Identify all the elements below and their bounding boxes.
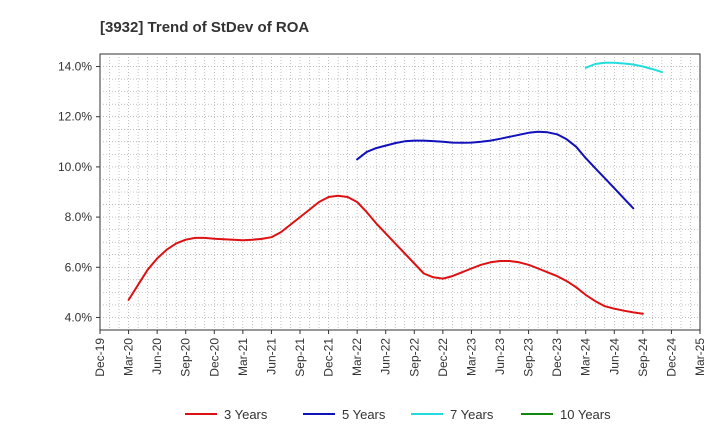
x-tick-label: Jun-24 bbox=[607, 338, 621, 375]
x-tick-label: Sep-24 bbox=[636, 338, 650, 377]
y-tick-label: 6.0% bbox=[65, 260, 93, 274]
x-tick-label: Dec-22 bbox=[436, 338, 450, 377]
legend: 3 Years 5 Years 7 Years 10 Years bbox=[185, 407, 611, 422]
x-tick-label: Mar-23 bbox=[464, 338, 478, 376]
x-tick-label: Mar-20 bbox=[122, 338, 136, 376]
x-tick-label: Dec-20 bbox=[207, 338, 221, 377]
x-tick-label: Sep-21 bbox=[293, 338, 307, 377]
series-line-7-years bbox=[584, 61, 663, 74]
x-axis: Dec-19 Mar-20 Jun-20 Sep-20 Dec-20 Mar-21 Jun-… bbox=[93, 330, 707, 377]
series-line-5-years bbox=[356, 130, 635, 210]
legend-label: 10 Years bbox=[560, 407, 611, 422]
y-tick-label: 12.0% bbox=[58, 110, 92, 124]
x-tick-label: Jun-23 bbox=[493, 338, 507, 375]
legend-label: 5 Years bbox=[342, 407, 386, 422]
x-tick-label: Jun-20 bbox=[150, 338, 164, 375]
y-axis: 4.0% 6.0% 8.0% 10.0% 12.0% 14.0% bbox=[58, 60, 100, 324]
y-tick-label: 4.0% bbox=[65, 310, 93, 324]
x-tick-label: Sep-22 bbox=[407, 338, 421, 377]
series-line-3-years bbox=[127, 194, 644, 315]
x-tick-label: Jun-21 bbox=[264, 338, 278, 375]
x-tick-label: Mar-25 bbox=[693, 338, 707, 376]
x-tick-label: Mar-22 bbox=[350, 338, 364, 376]
x-tick-label: Sep-23 bbox=[522, 338, 536, 377]
x-tick-label: Mar-21 bbox=[236, 338, 250, 376]
chart-title: [3932] Trend of StDev of ROA bbox=[100, 19, 309, 36]
legend-label: 7 Years bbox=[450, 407, 494, 422]
x-tick-label: Dec-19 bbox=[93, 338, 107, 377]
y-tick-label: 8.0% bbox=[65, 210, 93, 224]
x-tick-label: Dec-23 bbox=[550, 338, 564, 377]
x-tick-label: Dec-24 bbox=[664, 338, 678, 377]
x-tick-label: Dec-21 bbox=[322, 338, 336, 377]
series-lines bbox=[127, 61, 663, 315]
y-tick-label: 14.0% bbox=[58, 60, 92, 74]
legend-label: 3 Years bbox=[224, 407, 268, 422]
x-tick-label: Mar-24 bbox=[579, 338, 593, 376]
x-tick-label: Sep-20 bbox=[179, 338, 193, 377]
y-tick-label: 10.0% bbox=[58, 160, 92, 174]
x-tick-label: Jun-22 bbox=[379, 338, 393, 375]
plot-area bbox=[99, 53, 701, 331]
